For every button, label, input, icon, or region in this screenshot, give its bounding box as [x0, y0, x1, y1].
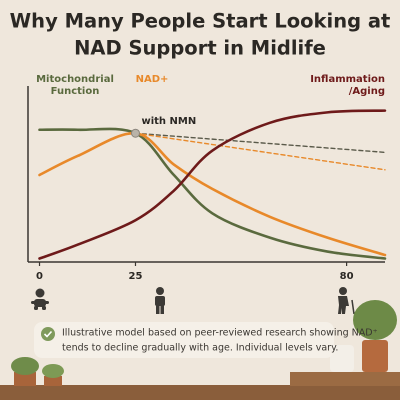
baby-icon: [31, 288, 49, 310]
series-line: [38, 109, 387, 260]
series-label: Inflammation: [310, 74, 385, 85]
x-tick-label: 25: [129, 271, 143, 282]
projection-line: [134, 132, 386, 154]
series-label: Mitochondrial: [36, 74, 114, 85]
check-icon: [41, 327, 55, 341]
x-tick-label: 0: [36, 271, 43, 282]
decoration: [0, 300, 400, 400]
series-label: /Aging: [349, 86, 385, 97]
series-label: NAD+: [136, 74, 169, 85]
projection-start: [130, 128, 140, 138]
title-line: NAD Support in Midlife: [74, 37, 326, 60]
series-line: [38, 131, 387, 257]
note-line: Illustrative model based on peer-reviewe…: [62, 328, 378, 339]
note-box: [34, 322, 334, 358]
note-line: tends to decline gradually with age. Ind…: [62, 343, 338, 354]
series-line: [38, 127, 387, 260]
projection-label: with NMN: [141, 116, 196, 127]
x-tick-label: 80: [340, 271, 354, 282]
series-label: Function: [51, 86, 100, 97]
adult-icon: [155, 287, 165, 314]
check-mark: [43, 330, 53, 338]
title-line: Why Many People Start Looking at: [10, 10, 391, 33]
elder-icon: [338, 287, 355, 315]
projection-line: [134, 132, 386, 171]
